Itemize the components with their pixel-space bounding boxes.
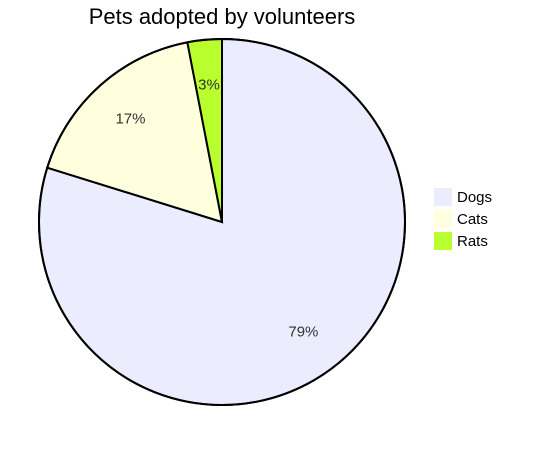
legend-label: Rats [457,233,488,250]
legend-label: Cats [457,211,488,228]
legend-swatch [434,210,452,228]
pie-outline [38,38,406,406]
legend-swatch [434,232,452,250]
slice-label: 79% [288,323,318,340]
chart-title: Pets adopted by volunteers [89,4,356,29]
slice-label: 17% [115,111,145,128]
legend-label: Dogs [457,189,492,206]
legend-swatch [434,188,452,206]
slice-label: 3% [198,76,220,93]
